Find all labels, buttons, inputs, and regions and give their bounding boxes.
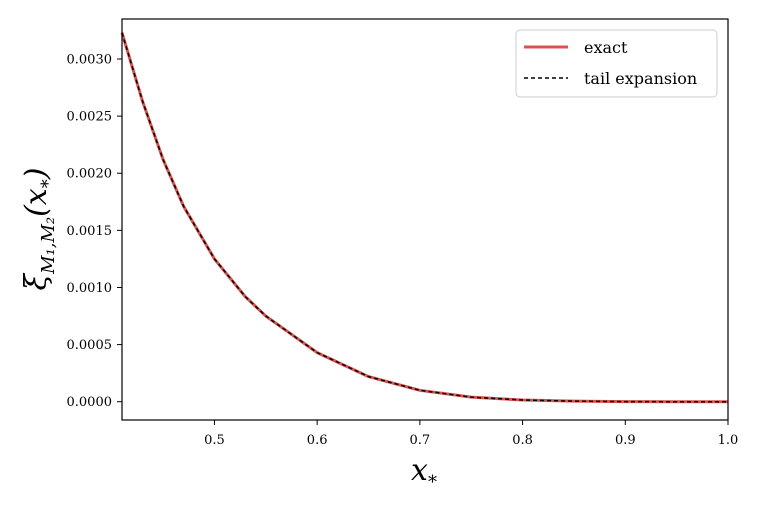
y-tick-label: 0.0030	[67, 52, 113, 67]
y-axis-label: ξM₁,M₂(x*)	[19, 168, 59, 291]
x-tick-label: 0.5	[204, 433, 225, 448]
x-axis-label: x*	[411, 453, 437, 493]
y-tick-label: 0.0000	[67, 395, 113, 410]
x-tick-label: 0.7	[410, 433, 431, 448]
x-tick-label: 0.8	[512, 433, 533, 448]
y-axis-label-argument: (x	[19, 188, 54, 217]
y-tick-label: 0.0005	[67, 338, 113, 353]
x-tick-label: 1.0	[718, 433, 739, 448]
x-axis-label-symbol: x	[411, 453, 428, 488]
y-axis-label-argument-subscript: *	[38, 179, 59, 188]
plot-border	[121, 18, 729, 421]
y-tick-label: 0.0010	[67, 281, 113, 296]
ticks-layer: 0.5 0.6 0.7 0.8 0.9 1.0 0.0000 0.0005 0.0010 0.00…	[67, 52, 739, 448]
series-line-tail-expansion	[121, 32, 728, 403]
legend: exact tail expansion	[515, 29, 718, 98]
plot-frame	[121, 18, 729, 421]
x-tick-label: 0.6	[307, 433, 328, 448]
y-tick-label: 0.0015	[67, 224, 113, 239]
y-tick-label: 0.0020	[67, 167, 113, 182]
x-tick-label: 0.9	[615, 433, 636, 448]
x-axis-label-subscript: *	[428, 472, 437, 493]
y-axis-label-close: )	[19, 168, 54, 181]
y-tick-label: 0.0025	[67, 110, 113, 125]
legend-label-exact: exact	[584, 38, 628, 57]
y-axis-label-subscript: M₁,M₂	[38, 217, 59, 275]
y-axis-label-symbol: ξ	[19, 272, 54, 290]
legend-label-tail-expansion: tail expansion	[584, 69, 697, 88]
series-layer	[120, 32, 728, 404]
